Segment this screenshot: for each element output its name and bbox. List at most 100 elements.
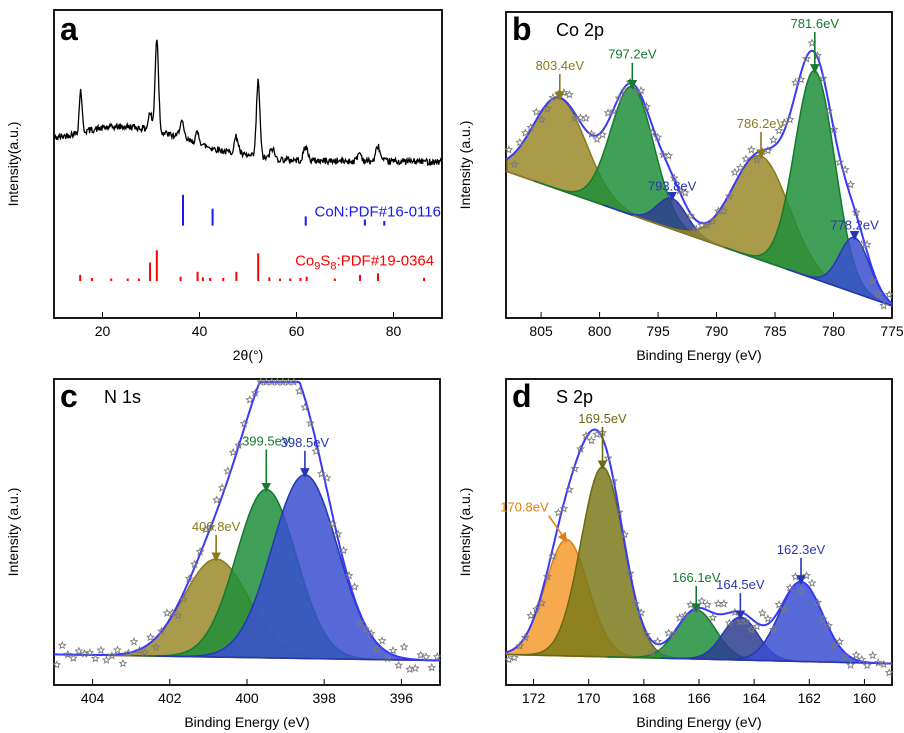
x-tick-label: 404 [81, 690, 105, 706]
data-point-star [412, 664, 419, 670]
x-tick-label: 160 [853, 690, 877, 706]
x-tick-label: 20 [95, 323, 111, 339]
annotation-label: 781.6eV [791, 16, 840, 31]
x-tick-label: 162 [798, 690, 822, 706]
data-point-star [721, 600, 728, 606]
panel-b: 805800795790785780775Binding Energy (eV)… [452, 0, 904, 367]
data-point-star [687, 601, 694, 607]
panel-label: b [512, 11, 532, 47]
ref-label-co9s8: Co9S8:PDF#19-0364 [295, 253, 434, 273]
xps-chart-d: 172 170 168 166 164 162 160 Binding Energy (eV)… [452, 367, 904, 733]
data-point-star [120, 660, 127, 666]
x-tick-label: 795 [646, 323, 670, 339]
data-point-star [770, 137, 777, 143]
chart-title: S 2p [556, 387, 593, 407]
data-point-star [224, 467, 231, 473]
panel-d: 172 170 168 166 164 162 160 Binding Energy (eV)… [452, 367, 904, 733]
data-point-star [98, 646, 105, 652]
annotation-label: 398.5eV [281, 434, 330, 449]
data-point-star [147, 633, 154, 639]
panel-label: d [512, 378, 532, 414]
data-point-star [230, 449, 237, 455]
data-point-star [103, 656, 110, 662]
x-tick-label: 168 [632, 690, 656, 706]
data-point-star [732, 169, 739, 175]
annotation-label: 803.4eV [536, 58, 585, 73]
data-point-star [379, 637, 386, 643]
panel-a: 204060802θ(°)Intensity(a.u.)CoN:PDF#16-0… [0, 0, 452, 367]
data-point-star [114, 646, 121, 652]
x-tick-label: 172 [522, 690, 546, 706]
x-tick-label: 164 [742, 690, 766, 706]
x-tick-label: 170 [577, 690, 601, 706]
annotation-label: 786.2eV [737, 116, 786, 131]
x-tick-label: 60 [289, 323, 305, 339]
data-point-star [92, 655, 99, 661]
data-point-star [853, 651, 860, 657]
data-point-star [638, 87, 645, 93]
x-tick-label: 80 [386, 323, 402, 339]
data-point-star [583, 115, 590, 121]
xrd-chart: 204060802θ(°)Intensity(a.u.)CoN:PDF#16-0… [0, 0, 452, 366]
data-point-star [809, 579, 816, 585]
data-point-star [561, 505, 568, 511]
data-point-star [395, 661, 402, 667]
annotation-label: 170.8eV [500, 499, 549, 514]
data-point-star [676, 614, 683, 620]
x-axis-title: Binding Energy (eV) [184, 714, 309, 730]
panel-label: a [60, 11, 78, 47]
xps-chart-c: 404402400398396Binding Energy (eV)Intens… [0, 367, 452, 733]
annotation-label: 169.5eV [578, 410, 627, 425]
data-point-star [836, 159, 843, 165]
y-axis-title: Intensity (a.u.) [457, 121, 473, 210]
data-point-star [528, 612, 535, 618]
data-point-star [588, 437, 595, 443]
data-point-star [803, 572, 810, 578]
x-tick-label: 166 [687, 690, 711, 706]
xrd-trace [54, 40, 442, 165]
x-tick-label: 398 [313, 690, 337, 706]
data-point-star [704, 601, 711, 607]
annotation-label: 778.2eV [830, 218, 879, 233]
data-point-star [213, 496, 220, 502]
x-tick-label: 800 [588, 323, 612, 339]
annotation-label: 164.5eV [716, 577, 765, 592]
x-tick-label: 790 [705, 323, 729, 339]
data-point-star [759, 609, 766, 615]
data-point-star [390, 647, 397, 653]
y-axis-title: Intensity(a.u.) [5, 122, 21, 207]
x-axis-title: Binding Energy (eV) [636, 347, 761, 363]
annotation-label: 793.8eV [648, 178, 697, 193]
data-point-star [131, 638, 138, 644]
data-point-star [307, 419, 314, 425]
annotation-label: 162.3eV [777, 541, 826, 556]
x-tick-label: 400 [235, 690, 259, 706]
panels-grid: 204060802θ(°)Intensity(a.u.)CoN:PDF#16-0… [0, 0, 904, 733]
x-tick-label: 775 [880, 323, 904, 339]
x-tick-label: 785 [763, 323, 787, 339]
data-point-star [787, 116, 794, 122]
y-axis-title: Intensity (a.u.) [5, 487, 21, 576]
data-point-star [428, 664, 435, 670]
panel-c: 404402400398396Binding Energy (eV)Intens… [0, 367, 452, 733]
data-point-star [869, 651, 876, 657]
data-point-star [522, 130, 529, 136]
annotation-label: 166.1eV [672, 569, 721, 584]
data-point-star [748, 146, 755, 152]
chart-title: N 1s [104, 387, 141, 407]
x-tick-label: 402 [158, 690, 182, 706]
data-point-star [765, 615, 772, 621]
annotation-label: 400.8eV [192, 519, 241, 534]
data-point-star [715, 600, 722, 606]
x-tick-label: 805 [529, 323, 553, 339]
x-axis-title: Binding Energy (eV) [636, 714, 761, 730]
x-axis-title: 2θ(°) [233, 347, 264, 363]
data-point-star [792, 79, 799, 85]
data-point-star [792, 573, 799, 579]
data-point-star [698, 597, 705, 603]
annotation-arrow [549, 515, 567, 541]
data-point-star [59, 642, 66, 648]
panel-label: c [60, 378, 78, 414]
ref-label-con: CoN:PDF#16-0116 [315, 203, 441, 220]
chart-title: Co 2p [556, 20, 604, 40]
